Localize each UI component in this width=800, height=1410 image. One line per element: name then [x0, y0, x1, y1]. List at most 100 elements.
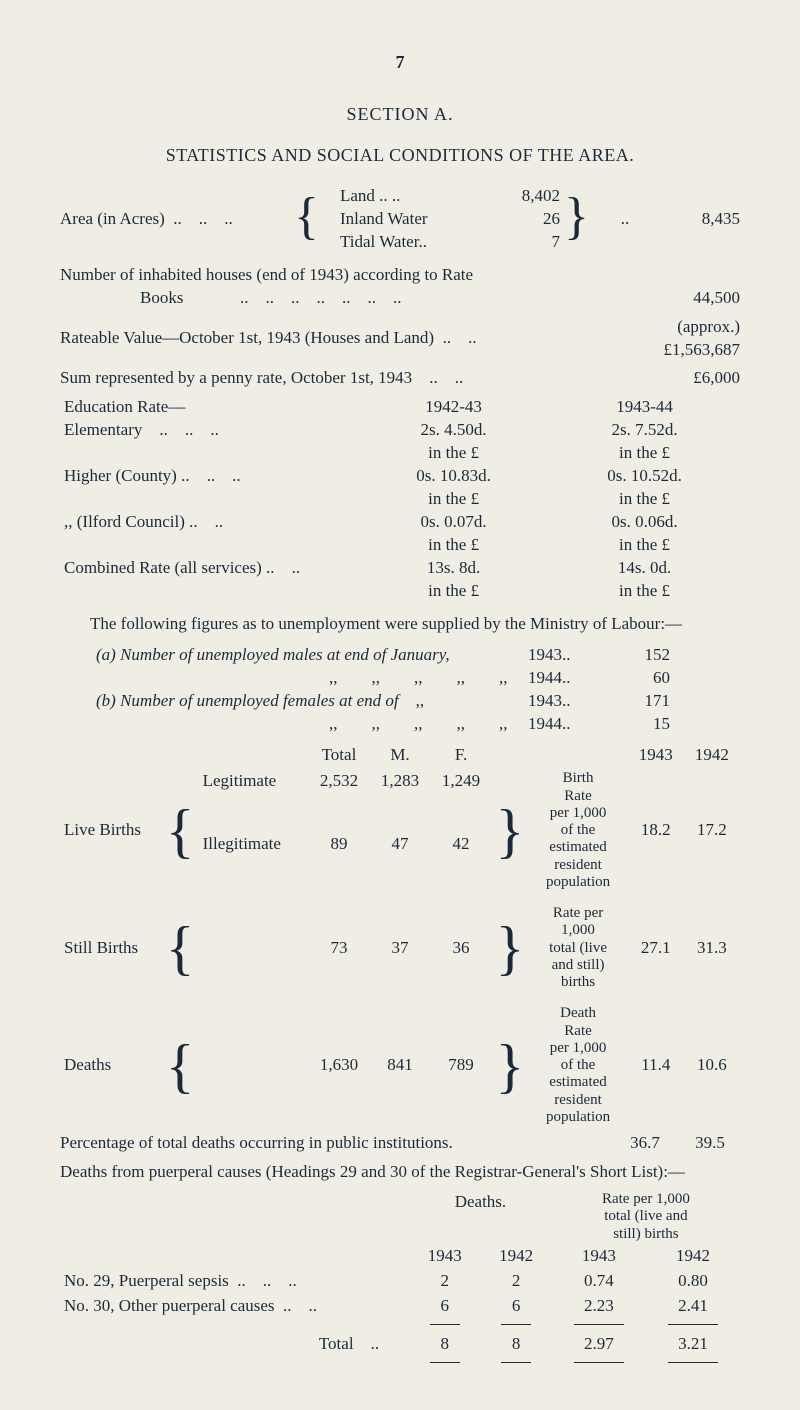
section-title: SECTION A.: [60, 102, 740, 126]
rule: [430, 1324, 460, 1327]
lb-row1-name: Illegitimate: [199, 831, 309, 893]
deaths-label: Deaths: [60, 1003, 162, 1128]
lb-row0-m: 1,283: [369, 768, 430, 830]
pu-total-label: Total ..: [60, 1332, 409, 1357]
edu-r2-a: 0s. 10.83d.: [358, 465, 549, 488]
area-label-text: Area (in Acres): [60, 209, 165, 228]
pu-r0-label: No. 29, Puerperal sepsis .. .. ..: [60, 1269, 409, 1294]
area-table: Area (in Acres) .. .. .. { Land .. .. In…: [60, 185, 740, 254]
edu-r0-b: 2s. 7.52d.: [549, 419, 740, 442]
dots: ..: [610, 185, 640, 254]
combined-b: 14s. 0d.: [549, 557, 740, 580]
subtitle: STATISTICS AND SOCIAL CONDITIONS OF THE …: [60, 143, 740, 167]
ditto-a: ,, ,, ,, ,, ,,: [90, 667, 522, 690]
rule: [668, 1362, 718, 1365]
sb-y2: 31.3: [684, 903, 740, 993]
hdr-y1: 1943: [628, 742, 684, 769]
penny-label: Sum represented by a penny rate, October…: [60, 367, 640, 390]
pu-t-r42: 3.21: [646, 1332, 740, 1357]
area-label: Area (in Acres) .. .. ..: [60, 185, 290, 254]
brace-d-right: }: [492, 1003, 529, 1128]
lb-row0-name: Legitimate: [199, 768, 309, 830]
edu-r4-a: 0s. 0.07d.: [358, 511, 549, 534]
rateable-approx: (approx.): [634, 316, 740, 339]
unemp-b-label-text: (b) Number of unemployed females at end …: [96, 691, 399, 710]
unemp-intro: The following figures as to unemployment…: [60, 613, 740, 636]
edu-r5-b: in the £: [549, 534, 740, 557]
pu-total-label-text: Total: [319, 1334, 354, 1353]
penny-value: £6,000: [640, 367, 740, 390]
houses-block: Number of inhabited houses (end of 1943)…: [60, 264, 740, 310]
unemp-table: (a) Number of unemployed males at end of…: [90, 644, 676, 736]
page: 7 SECTION A. STATISTICS AND SOCIAL CONDI…: [0, 0, 800, 1410]
pu-r0-d43: 2: [409, 1269, 480, 1294]
edu-r3-a: in the £: [358, 488, 549, 511]
pu-t-d43: 8: [409, 1332, 480, 1357]
pu-hdr-deaths: Deaths.: [409, 1190, 552, 1244]
hdr-total: Total: [308, 742, 369, 769]
edu-r1-a: in the £: [358, 442, 549, 465]
brace-sb-left: {: [162, 903, 199, 993]
unemp-b1-year: 1944..: [522, 713, 604, 736]
edu-r4-b: 0s. 0.06d.: [549, 511, 740, 534]
area-row-val-0: 8,402: [490, 185, 560, 208]
pu-t-r43: 2.97: [552, 1332, 646, 1357]
lb-row1-m: 47: [369, 831, 430, 893]
edu-r2-b: 0s. 10.52d.: [549, 465, 740, 488]
area-row-name-2: Tidal Water..: [340, 231, 490, 254]
penny-label-text: Sum represented by a penny rate, October…: [60, 368, 412, 387]
pu-r0-d42: 2: [480, 1269, 551, 1294]
combined-label: Combined Rate (all services) .. ..: [60, 557, 358, 580]
combined-a2: in the £: [358, 580, 549, 603]
unemp-a0-val: 152: [604, 644, 676, 667]
edu-r2-label-text: Higher (County) ..: [64, 466, 190, 485]
unemp-a0-year: 1943..: [522, 644, 604, 667]
houses-value: 44,500: [640, 287, 740, 310]
live-births-label: Live Births: [60, 768, 162, 893]
lb-rate-text: Birth Rate per 1,000 of the estimated re…: [528, 768, 627, 893]
houses-line1: Number of inhabited houses (end of 1943)…: [60, 264, 740, 287]
d-y2: 10.6: [684, 1003, 740, 1128]
rule: [574, 1362, 624, 1365]
sb-total: 73: [308, 903, 369, 993]
d-rate-text: Death Rate per 1,000 of the estimated re…: [528, 1003, 627, 1128]
pu-r1-label: No. 30, Other puerperal causes .. ..: [60, 1294, 409, 1319]
edu-r0-a: 2s. 4.50d.: [358, 419, 549, 442]
brace-left: {: [290, 183, 340, 252]
brace-lb-left: {: [162, 768, 199, 893]
pu-h-r42: 1942: [646, 1244, 740, 1269]
sb-f: 36: [431, 903, 492, 993]
edu-r0-label: Elementary .. .. ..: [60, 419, 358, 442]
unemp-a1-year: 1944..: [522, 667, 604, 690]
sb-m: 37: [369, 903, 430, 993]
rateable-label: Rateable Value—October 1st, 1943 (Houses…: [60, 316, 634, 362]
pu-hdr-rate: Rate per 1,000 total (live and still) bi…: [552, 1190, 740, 1244]
lb-y1: 18.2: [628, 768, 684, 893]
ditto-b: ,, ,, ,, ,, ,,: [90, 713, 522, 736]
pu-r1-label-text: No. 30, Other puerperal causes: [64, 1296, 275, 1315]
brace-right: }: [560, 183, 610, 252]
rule: [668, 1324, 718, 1327]
births-table: Total M. F. 1943 1942 Live Births { Legi…: [60, 742, 740, 1129]
lb-row1-f: 42: [431, 831, 492, 893]
d-m: 841: [369, 1003, 430, 1128]
pu-r1-r43: 2.23: [552, 1294, 646, 1319]
still-births-label: Still Births: [60, 903, 162, 993]
unemp-a-label-text: (a) Number of unemployed males at end of…: [96, 645, 450, 664]
rule: [430, 1362, 460, 1365]
area-total: 8,435: [640, 185, 740, 254]
pu-h-r43: 1943: [552, 1244, 646, 1269]
puerperal-intro: Deaths from puerperal causes (Headings 2…: [60, 1161, 740, 1184]
rateable-block: Rateable Value—October 1st, 1943 (Houses…: [60, 316, 740, 362]
pu-h-d42: 1942: [480, 1244, 551, 1269]
hdr-y2: 1942: [684, 742, 740, 769]
edu-r1-b: in the £: [549, 442, 740, 465]
edu-r4-label-text: ,, (Ilford Council) ..: [64, 512, 198, 531]
hdr-m: M.: [369, 742, 430, 769]
unemp-b0-val: 171: [604, 690, 676, 713]
education-col-0: 1942-43: [358, 396, 549, 419]
lb-row0-f: 1,249: [431, 768, 492, 830]
d-f: 789: [431, 1003, 492, 1128]
unemp-a-label: (a) Number of unemployed males at end of…: [90, 644, 522, 667]
page-number: 7: [60, 50, 740, 74]
